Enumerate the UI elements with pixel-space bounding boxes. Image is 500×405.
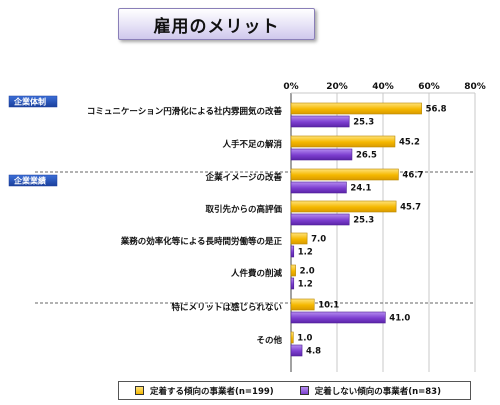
category-label: 業務の効率化等による長時間労働等の是正: [120, 236, 283, 247]
data-label-series-2: 25.3: [353, 216, 374, 226]
bar-series-2: [290, 344, 303, 357]
data-label-series-2: 26.5: [356, 151, 377, 161]
legend-item-series-1: 定着する傾向の事業者(n=199): [135, 385, 274, 397]
bar-series-2: [290, 148, 353, 161]
data-label-series-1: 7.0: [311, 235, 326, 245]
legend: 定着する傾向の事業者(n=199) 定着しない傾向の事業者(n=83): [118, 381, 471, 400]
bar-series-2: [290, 245, 295, 258]
bar-series-1: [290, 135, 396, 148]
bar-series-2: [290, 181, 347, 194]
bar-series-2: [290, 311, 386, 324]
data-label-series-2: 25.3: [353, 118, 374, 128]
category-label: コミュニケーション円滑化による社内雰囲気の改善: [87, 106, 283, 117]
data-label-series-2: 41.0: [389, 314, 410, 324]
category-label: 人手不足の解消: [222, 139, 282, 150]
legend-swatch-series-1: [135, 386, 144, 395]
x-tick-label: 60%: [418, 82, 440, 92]
section-header-label: 企業業績: [13, 176, 46, 186]
bar-series-1: [290, 200, 397, 213]
bar-series-2: [290, 213, 350, 226]
section-header-bg: [8, 174, 58, 187]
category-label: 企業イメージの改善: [205, 172, 283, 183]
data-label-series-1: 45.7: [400, 203, 421, 213]
category-label: 取引先からの高評価: [205, 204, 282, 215]
category-label: 特にメリットは感じられない: [171, 302, 282, 313]
category-label: 人件費の削減: [231, 268, 283, 279]
legend-label-series-2: 定着しない傾向の事業者(n=83): [314, 386, 441, 397]
bar-series-2: [290, 277, 295, 290]
legend-label-series-1: 定着する傾向の事業者(n=199): [150, 386, 274, 397]
data-label-series-1: 46.7: [402, 171, 423, 181]
data-label-series-1: 1.0: [297, 334, 312, 344]
x-tick-label: 80%: [464, 82, 486, 92]
data-label-series-1: 56.8: [426, 105, 447, 115]
bar-series-1: [290, 102, 422, 115]
section-header-label: 企業体制: [13, 97, 46, 107]
bar-series-2: [290, 115, 350, 128]
legend-swatch-series-2: [299, 386, 309, 395]
data-label-series-1: 2.0: [300, 267, 315, 277]
data-label-series-2: 24.1: [350, 184, 371, 194]
legend-item-series-2: 定着しない傾向の事業者(n=83): [299, 385, 441, 397]
x-tick-label: 20%: [326, 82, 348, 92]
data-label-series-2: 4.8: [306, 347, 321, 357]
data-label-series-2: 1.2: [298, 280, 313, 290]
data-label-series-1: 10.1: [318, 301, 339, 311]
x-tick-label: 0%: [283, 82, 298, 92]
bar-series-1: [290, 298, 315, 311]
chart-title: 雇用のメリット: [118, 8, 315, 40]
category-label: その他: [256, 335, 282, 346]
bar-series-1: [290, 168, 399, 181]
x-tick-label: 40%: [372, 82, 394, 92]
data-label-series-1: 45.2: [399, 138, 420, 148]
bar-series-1: [290, 264, 296, 277]
section-header-bg: [8, 95, 58, 108]
bar-series-1: [290, 232, 308, 245]
bar-series-1: [290, 331, 294, 344]
data-label-series-2: 1.2: [298, 248, 313, 258]
